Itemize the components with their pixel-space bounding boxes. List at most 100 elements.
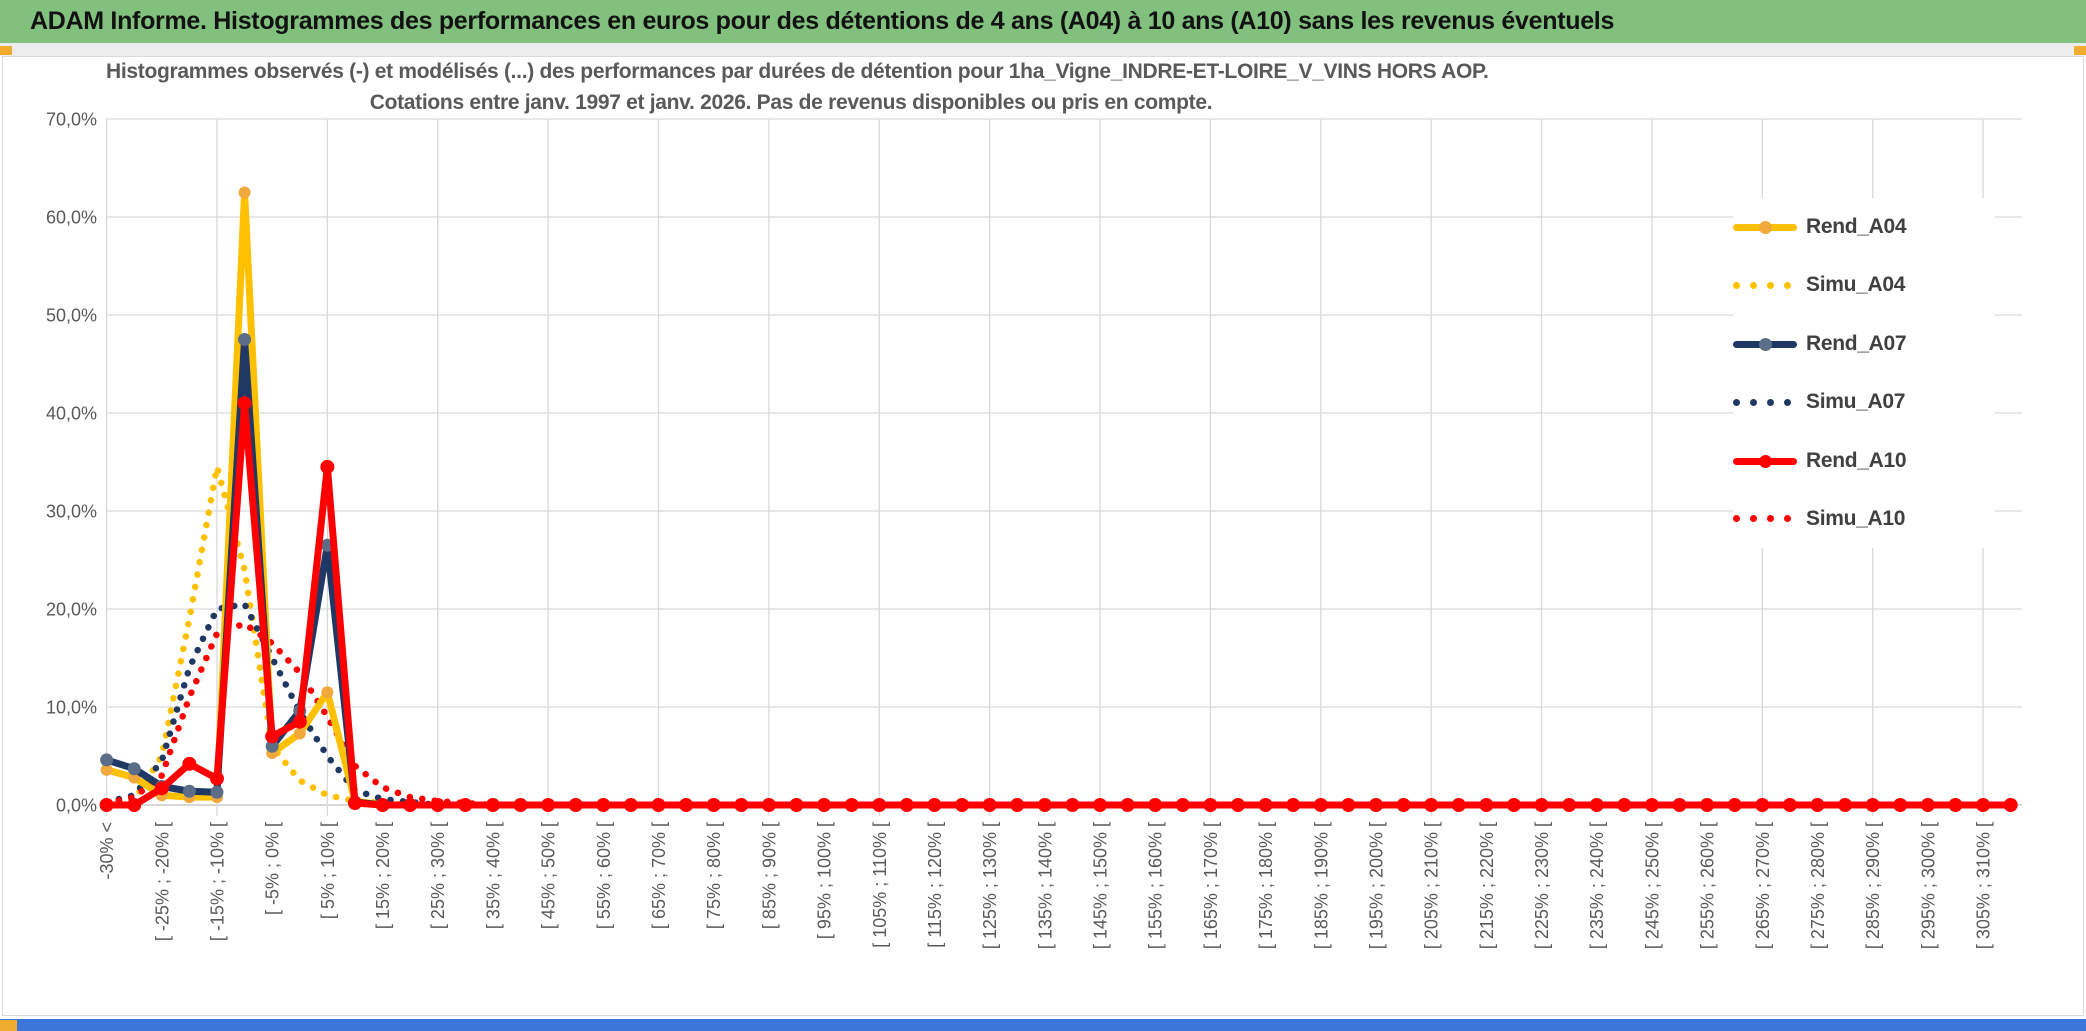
series-marker-Rend_A10[interactable] [1396, 798, 1411, 812]
series-marker-Rend_A10[interactable] [1700, 798, 1715, 812]
series-marker-Rend_A10[interactable] [1093, 798, 1108, 812]
series-marker-Rend_A10[interactable] [182, 756, 197, 771]
series-marker-Rend_A10[interactable] [927, 798, 942, 812]
series-marker-Rend_A10[interactable] [1782, 798, 1797, 812]
series-marker-Rend_A10[interactable] [872, 798, 887, 812]
series-marker-Rend_A10[interactable] [789, 798, 804, 812]
bottom-scrollbar[interactable] [0, 1019, 2086, 1031]
series-line-Rend_A04[interactable] [103, 189, 2015, 809]
series-marker-Rend_A10[interactable] [734, 798, 749, 812]
series-marker-Rend_A10[interactable] [623, 798, 638, 812]
series-line-Simu_A10[interactable] [103, 620, 2014, 809]
series-marker-Rend_A10[interactable] [2003, 798, 2018, 812]
series-marker-Rend_A10[interactable] [651, 798, 666, 812]
series-marker-Rend_A10[interactable] [679, 798, 694, 812]
series-marker-Rend_A10[interactable] [541, 798, 556, 812]
x-axis-label-12: [ 85% ; 90% [ [759, 822, 779, 929]
legend-item-Simu_A10[interactable]: Simu_A10 [1733, 494, 1995, 544]
series-marker-Rend_A10[interactable] [320, 459, 335, 474]
series-marker-Rend_A10[interactable] [1865, 798, 1880, 812]
series-marker-Rend_A10[interactable] [1976, 798, 1991, 812]
series-marker-Rend_A07[interactable] [182, 784, 196, 798]
series-marker-Rend_A10[interactable] [209, 771, 224, 786]
series-marker-Rend_A10[interactable] [1838, 798, 1853, 812]
series-marker-Rend_A10[interactable] [596, 798, 611, 812]
series-marker-Rend_A04[interactable] [238, 186, 251, 199]
series-marker-Rend_A10[interactable] [1644, 798, 1659, 812]
series-marker-Rend_A10[interactable] [1506, 798, 1521, 812]
series-marker-Rend_A10[interactable] [1286, 798, 1301, 812]
x-axis-label-6: [ 25% ; 30% [ [428, 822, 448, 929]
series-marker-Rend_A10[interactable] [127, 798, 142, 812]
series-marker-Rend_A10[interactable] [375, 798, 390, 812]
series-line-Simu_A04[interactable] [103, 463, 2014, 809]
series-marker-Rend_A10[interactable] [817, 798, 832, 812]
x-axis-label-29: [ 255% ; 260% [ [1698, 822, 1718, 949]
series-marker-Rend_A10[interactable] [1451, 798, 1466, 812]
series-marker-Rend_A10[interactable] [1589, 798, 1604, 812]
series-marker-Rend_A10[interactable] [761, 798, 776, 812]
series-marker-Rend_A10[interactable] [1810, 798, 1825, 812]
series-marker-Rend_A10[interactable] [1672, 798, 1687, 812]
series-marker-Rend_A10[interactable] [1893, 798, 1908, 812]
series-marker-Rend_A04[interactable] [293, 727, 306, 740]
series-marker-Rend_A10[interactable] [403, 798, 418, 812]
legend-item-Rend_A07[interactable]: Rend_A07 [1733, 319, 1995, 369]
series-marker-Rend_A10[interactable] [99, 798, 114, 812]
series-marker-Rend_A10[interactable] [1424, 798, 1439, 812]
series-marker-Rend_A07[interactable] [265, 739, 279, 753]
series-marker-Rend_A04[interactable] [100, 763, 113, 776]
legend-swatch-Simu_A10-icon [1733, 511, 1797, 527]
series-marker-Rend_A10[interactable] [430, 798, 445, 812]
series-marker-Rend_A10[interactable] [1148, 798, 1163, 812]
series-marker-Rend_A10[interactable] [1920, 798, 1935, 812]
series-marker-Rend_A10[interactable] [237, 396, 252, 411]
legend-item-Simu_A04[interactable]: Simu_A04 [1733, 260, 1995, 310]
series-marker-Rend_A10[interactable] [982, 798, 997, 812]
series-marker-Rend_A10[interactable] [1203, 798, 1218, 812]
series-marker-Rend_A04[interactable] [321, 686, 334, 699]
series-marker-Rend_A10[interactable] [568, 798, 583, 812]
series-marker-Rend_A07[interactable] [100, 753, 114, 767]
series-marker-Rend_A10[interactable] [154, 781, 169, 796]
series-marker-Rend_A10[interactable] [706, 798, 721, 812]
series-marker-Rend_A10[interactable] [1368, 798, 1383, 812]
series-marker-Rend_A10[interactable] [1727, 798, 1742, 812]
series-marker-Rend_A07[interactable] [127, 762, 141, 776]
series-line-Rend_A10[interactable] [103, 399, 2015, 809]
series-marker-Rend_A10[interactable] [1120, 798, 1135, 812]
series-marker-Rend_A07[interactable] [238, 333, 252, 346]
series-marker-Rend_A10[interactable] [1258, 798, 1273, 812]
series-marker-Rend_A10[interactable] [1755, 798, 1770, 812]
series-marker-Rend_A10[interactable] [955, 798, 970, 812]
series-marker-Rend_A10[interactable] [1562, 798, 1577, 812]
series-marker-Rend_A10[interactable] [513, 798, 528, 812]
series-marker-Rend_A10[interactable] [1617, 798, 1632, 812]
series-marker-Rend_A10[interactable] [1341, 798, 1356, 812]
chart-legend[interactable]: Rend_A04 Simu_A04 Rend_A07 Simu_A07 Rend_A10… [1733, 198, 1995, 548]
series-marker-Rend_A10[interactable] [1065, 798, 1080, 812]
legend-item-Simu_A07[interactable]: Simu_A07 [1733, 377, 1995, 427]
series-line-Simu_A07[interactable] [103, 600, 2014, 809]
series-marker-Rend_A07[interactable] [210, 785, 224, 799]
series-marker-Rend_A10[interactable] [1948, 798, 1963, 812]
series-marker-Rend_A10[interactable] [292, 714, 307, 729]
series-marker-Rend_A10[interactable] [844, 798, 859, 812]
series-marker-Rend_A10[interactable] [485, 798, 500, 812]
series-marker-Rend_A10[interactable] [1037, 798, 1052, 812]
legend-item-Rend_A04[interactable]: Rend_A04 [1733, 202, 1995, 252]
series-marker-Rend_A10[interactable] [1010, 798, 1025, 812]
series-marker-Rend_A10[interactable] [265, 729, 280, 744]
series-marker-Rend_A10[interactable] [899, 798, 914, 812]
series-marker-Rend_A10[interactable] [347, 796, 362, 811]
series-marker-Rend_A10[interactable] [1479, 798, 1494, 812]
series-marker-Rend_A10[interactable] [1313, 798, 1328, 812]
series-marker-Rend_A10[interactable] [1230, 798, 1245, 812]
legend-item-Rend_A10[interactable]: Rend_A10 [1733, 436, 1995, 486]
x-axis-label-5: [ 15% ; 20% [ [373, 822, 393, 929]
series-marker-Rend_A10[interactable] [1534, 798, 1549, 812]
series-marker-Rend_A10[interactable] [1175, 798, 1190, 812]
series-line-Rend_A07[interactable] [103, 336, 2015, 809]
series-marker-Rend_A10[interactable] [458, 798, 473, 812]
